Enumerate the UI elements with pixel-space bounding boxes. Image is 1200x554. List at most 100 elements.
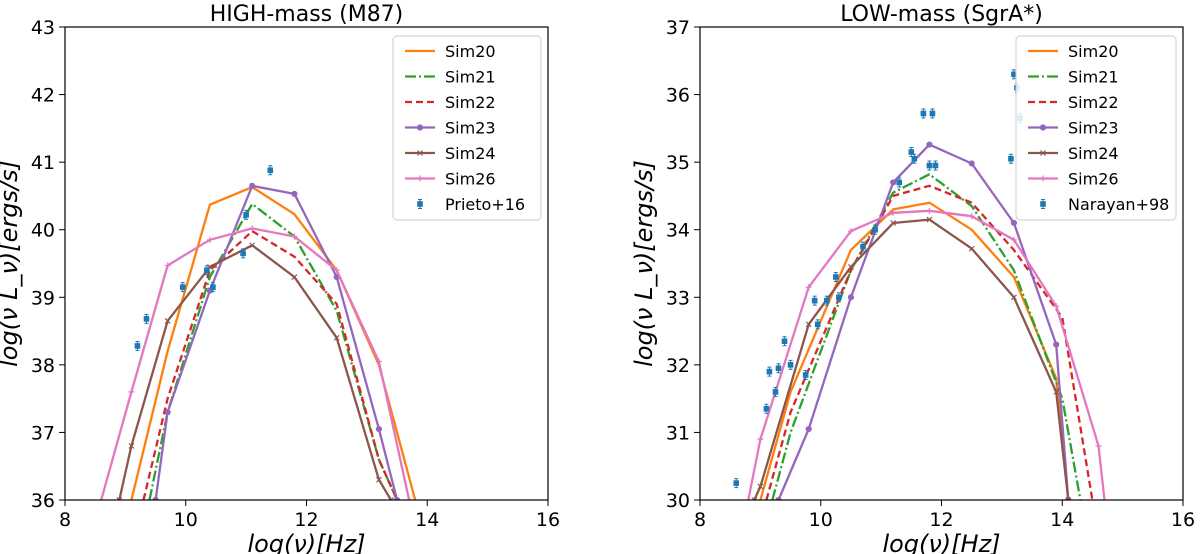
series-narayan-98-point (823, 295, 830, 306)
series-sim21-line (771, 173, 1082, 500)
series-sim24-point (1011, 294, 1017, 301)
legend-entry-sim26: Sim26 (1028, 170, 1119, 189)
legend-entry-prieto-16-label: Prieto+16 (445, 195, 525, 214)
series-prieto-16-point (143, 313, 150, 324)
legend-entry-sim22-label: Sim22 (1068, 93, 1119, 112)
series-sim26-point (128, 388, 135, 395)
series-prieto-16-point-square (143, 316, 150, 322)
series-narayan-98-point (872, 224, 878, 235)
legend: Sim20 Sim21 Sim22 Sim23 Sim24 Sim26 Narayan+98 (1015, 35, 1177, 221)
series-sim26-line (100, 227, 411, 500)
y-tick-label: 31 (666, 422, 690, 444)
series-narayan-98-point-square (932, 162, 939, 169)
series-sim24-point-b (1067, 497, 1072, 500)
legend-entry-sim22-label: Sim22 (445, 93, 496, 112)
series-narayan-98-point (775, 363, 782, 374)
legend-entry-sim23: Sim23 (1028, 119, 1119, 138)
series-sim24-point-b (805, 321, 812, 328)
series-narayan-98-point (766, 366, 773, 377)
legend-box (1015, 35, 1177, 221)
legend-entry-sim20-label: Sim20 (1068, 42, 1119, 61)
series-sim23-line (154, 184, 399, 500)
series-prieto-16-point-square (179, 284, 186, 290)
legend-entry-sim24: Sim24 (1028, 144, 1119, 163)
series-narayan-98-point-square (911, 155, 918, 162)
series-sim26-point (1053, 303, 1060, 310)
series-sim24-point-a (751, 497, 756, 500)
series-narayan-98-point (1008, 153, 1014, 164)
series-sim24-point-b (249, 242, 256, 249)
series-prieto-16-point (179, 282, 186, 293)
x-tick-label: 16 (536, 509, 560, 531)
series-sim26-point (1095, 442, 1102, 449)
y-tick-label: 37 (31, 422, 55, 444)
series-sim24-point (848, 263, 854, 270)
legend-entry-narayan-98-label: Narayan+98 (1068, 195, 1169, 214)
series-sim26-point (291, 233, 298, 240)
series-narayan-98-point (926, 160, 933, 171)
series-narayan-98-point (772, 386, 779, 397)
legend-entry-sim24-marker (417, 150, 423, 156)
series-prieto-16-point-square (210, 284, 216, 290)
series-narayan-98-point (836, 292, 842, 303)
series-prieto-16-point-square (240, 250, 246, 257)
legend-entry-sim26-marker (1040, 175, 1046, 182)
legend-entry-prieto-16-marker (417, 199, 423, 209)
series-prieto-16-point (240, 248, 246, 259)
chart-panel-high-mass: HIGH-mass (M87) 8 10 12 14 16 36 37 38 39 40 41 42 43… (0, 2, 560, 554)
series-narayan-98-point-square (775, 365, 782, 372)
series-narayan-98-point-square (872, 226, 878, 233)
x-tick-label: 14 (1050, 509, 1074, 531)
series-sim24-line (753, 218, 1070, 500)
legend-entry-sim21-label: Sim21 (1068, 68, 1119, 87)
series-sim22 (142, 229, 399, 500)
legend-box (392, 35, 542, 221)
series-narayan-98-point-square (811, 297, 818, 304)
series-sim20 (759, 201, 1070, 500)
legend-entry-sim21: Sim21 (1028, 68, 1119, 87)
series-narayan-98-point-square (896, 179, 903, 186)
series-sim24-point (890, 220, 897, 226)
series-sim23-point (805, 425, 812, 433)
series-prieto-16-point-square (134, 343, 141, 349)
series-narayan-98-point (802, 369, 809, 380)
series-narayan-98-point-square (926, 162, 933, 169)
series-narayan-98-point (811, 295, 818, 306)
x-tick-label: 14 (415, 509, 439, 531)
x-tick-label: 8 (59, 509, 71, 531)
series-sim26-point (406, 497, 413, 500)
series-narayan-98-point (920, 108, 927, 119)
series-narayan-98-point-square (763, 405, 770, 412)
series-sim24-point (376, 476, 382, 483)
legend-entry-narayan-98: Narayan+98 (1040, 195, 1169, 214)
series-sim23-point (968, 160, 975, 167)
series-sim23-point (249, 182, 256, 189)
series-sim24-point-b (390, 497, 394, 500)
series-sim24-point-b (890, 220, 897, 226)
y-tick-label: 41 (31, 152, 55, 174)
legend-entry-sim22: Sim22 (405, 93, 496, 112)
series-narayan-98 (733, 69, 1023, 489)
legend-entry-sim23-marker (1039, 124, 1047, 131)
series-sim26-point (805, 284, 812, 291)
x-axis-label: log(ν)[Hz] (882, 530, 1000, 554)
legend-entry-sim24-marker-b (417, 150, 423, 156)
legend-entry-sim21: Sim21 (405, 68, 496, 87)
legend-entry-prieto-16: Prieto+16 (417, 195, 525, 214)
series-sim26 (745, 207, 1108, 500)
legend-entry-sim20: Sim20 (1028, 42, 1119, 61)
y-tick-label: 30 (666, 490, 690, 512)
series-sim21 (148, 202, 399, 500)
series-sim26-point (164, 262, 171, 269)
series-sim20-line (130, 185, 417, 500)
series-sim24-point-b (333, 334, 340, 341)
series-prieto-16-point (210, 282, 216, 293)
legend: Sim20 Sim21 Sim22 Sim23 Sim24 Sim26 Prieto+16 (392, 35, 542, 221)
y-tick-label: 43 (31, 17, 55, 39)
series-sim23-point (890, 179, 897, 186)
series-narayan-98-point-square (908, 149, 915, 155)
legend-entry-sim20-label: Sim20 (445, 42, 496, 61)
series-sim24-point (757, 483, 764, 490)
series-sim26-point (375, 358, 382, 365)
